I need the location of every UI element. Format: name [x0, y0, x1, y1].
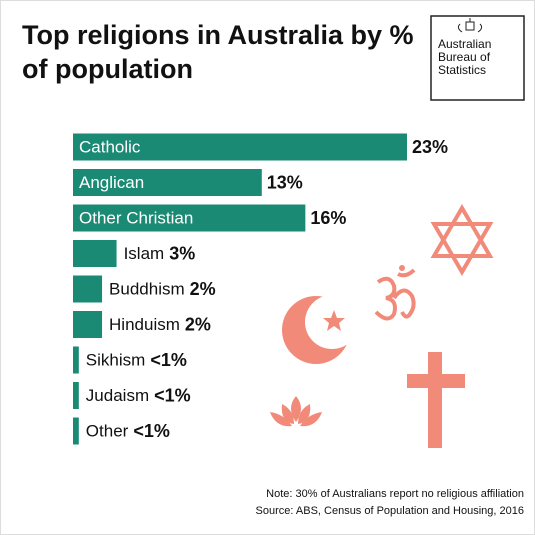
bar	[73, 417, 79, 445]
om-dot	[399, 265, 405, 271]
category-label: Hinduism	[109, 315, 180, 334]
value-label: 3%	[169, 243, 195, 263]
value-label: 2%	[185, 314, 211, 334]
value-label: 16%	[310, 208, 346, 228]
cross-horizontal	[407, 374, 465, 388]
bar	[73, 311, 103, 338]
bar	[73, 346, 79, 374]
value-label: <1%	[150, 350, 187, 370]
category-label: Sikhism	[86, 350, 146, 369]
lotus	[270, 396, 322, 427]
category-label: Other Christian	[79, 208, 193, 227]
logo-text: Australian Bureau of Statistics	[438, 38, 492, 77]
coat-of-arms	[457, 18, 483, 33]
bar	[73, 133, 407, 161]
category-label: Islam	[124, 244, 165, 263]
category-label: Other	[86, 421, 129, 440]
value-label: 13%	[267, 172, 303, 192]
cross-vertical	[428, 352, 442, 448]
note: Note: 30% of Australians report no relig…	[266, 488, 524, 500]
value-label: <1%	[154, 385, 191, 405]
value-label: <1%	[133, 421, 170, 441]
religious-symbols	[270, 204, 494, 448]
bar	[73, 169, 262, 196]
category-label: Buddhism	[109, 279, 185, 298]
crescent-star	[323, 310, 345, 331]
om	[374, 268, 416, 321]
logo-text-box: Australian Bureau of Statistics	[438, 38, 492, 77]
bar	[73, 240, 117, 267]
category-label: Catholic	[79, 137, 141, 156]
bar	[73, 204, 306, 232]
value-label: 2%	[190, 279, 216, 299]
category-label: Judaism	[86, 386, 149, 405]
category-label: Anglican	[79, 173, 144, 192]
chart-title: Top religions in Australia by % of popul…	[22, 20, 414, 84]
bar	[73, 382, 79, 409]
bar	[73, 275, 103, 303]
logo-box	[430, 15, 525, 101]
star-of-david	[430, 204, 494, 276]
title-box: Top religions in Australia by % of popul…	[22, 20, 414, 84]
value-label: 23%	[412, 137, 448, 157]
source: Source: ABS, Census of Population and Ho…	[256, 505, 524, 517]
